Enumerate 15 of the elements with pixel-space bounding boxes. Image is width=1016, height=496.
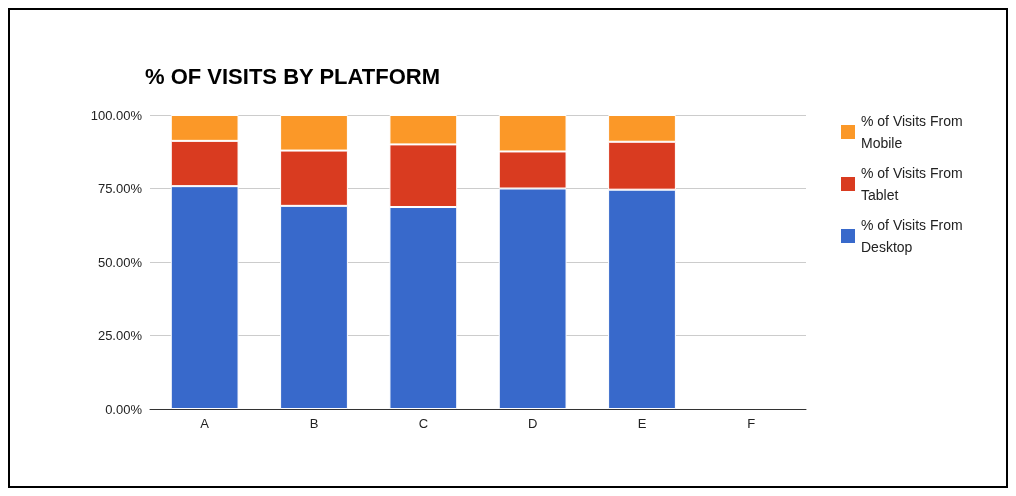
legend-label: % of Visits From Tablet xyxy=(861,165,967,203)
x-tick-label: E xyxy=(637,416,647,431)
x-tick-label: D xyxy=(527,416,538,431)
chart-title: % OF VISITS BY PLATFORM xyxy=(145,63,440,89)
y-tick-label: 75.00% xyxy=(97,181,143,196)
x-tick-label: F xyxy=(747,416,756,431)
x-tick-label: A xyxy=(200,416,210,431)
y-tick-label: 100.00% xyxy=(90,107,143,123)
legend-label: % of Visits From Mobile xyxy=(861,113,967,151)
y-tick-label: 0.00% xyxy=(105,401,143,417)
y-tick-label: 25.00% xyxy=(97,328,143,343)
legend-label: % of Visits From Desktop xyxy=(861,217,967,255)
y-tick-label: 50.00% xyxy=(97,254,143,270)
x-tick-label: C xyxy=(418,416,429,431)
x-tick-label: B xyxy=(309,416,319,431)
